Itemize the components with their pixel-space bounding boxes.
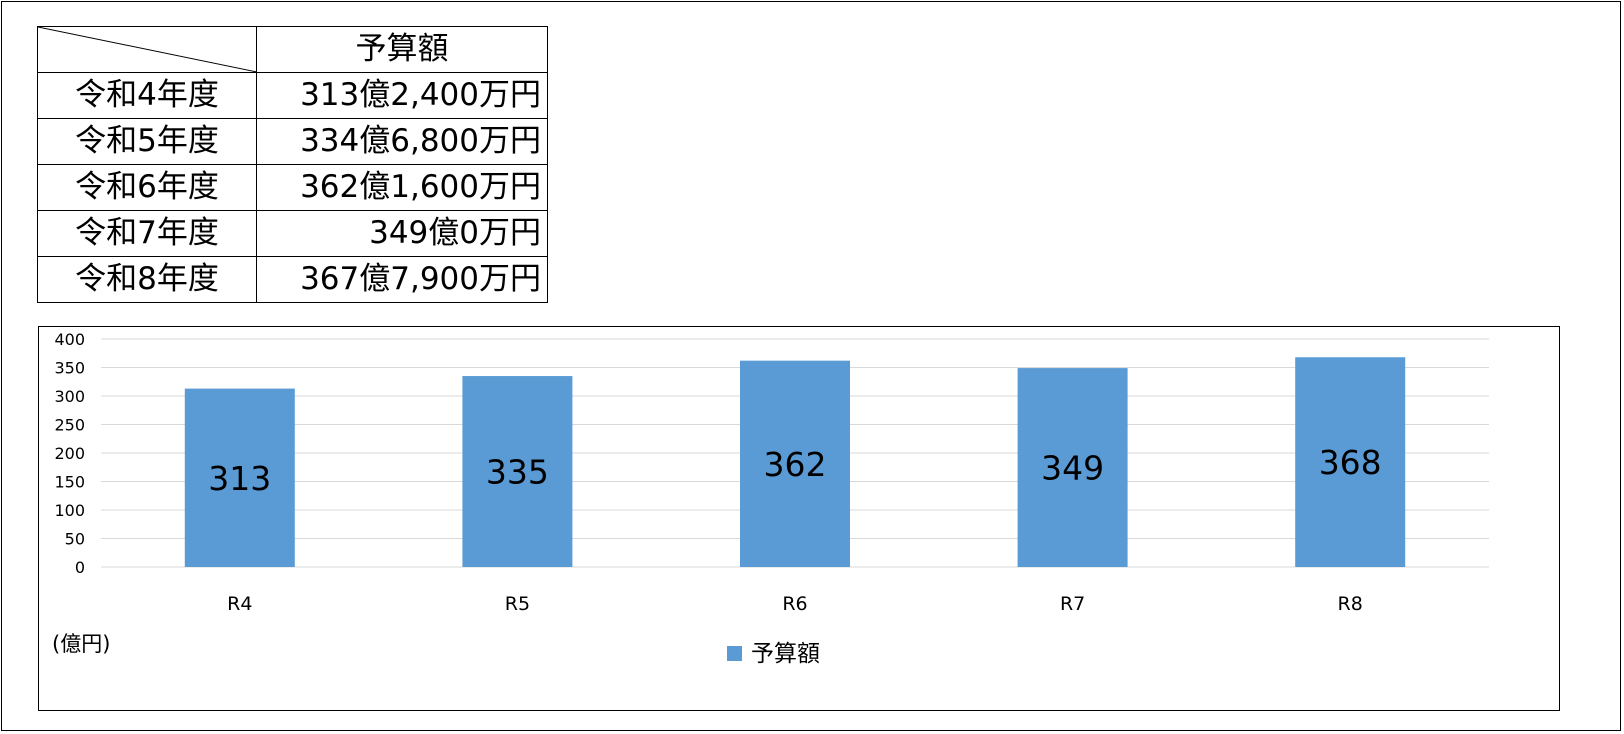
- x-tick-label: R8: [1338, 593, 1363, 615]
- table-row-year: 令和7年度: [37, 210, 257, 257]
- bar: [740, 360, 850, 567]
- corner-diagonal: [38, 27, 257, 72]
- bar: [1295, 357, 1406, 567]
- table-row-amount: 334億6,800万円: [256, 118, 548, 165]
- table-row-amount: 349億0万円: [256, 210, 548, 257]
- bar-data-label: 313: [208, 459, 271, 498]
- table-row-amount: 362億1,600万円: [256, 164, 548, 211]
- y-tick-label: 100: [54, 501, 85, 520]
- bar: [184, 388, 295, 567]
- bar-data-label: 335: [486, 453, 549, 492]
- legend-label: 予算額: [751, 641, 820, 667]
- table-row-year: 令和6年度: [37, 164, 257, 211]
- x-tick-label: R5: [505, 593, 530, 615]
- table-row-amount: 313億2,400万円: [256, 72, 548, 119]
- table-row: 令和5年度 334億6,800万円: [37, 118, 548, 165]
- budget-table: 予算額 令和4年度 313億2,400万円 令和5年度 334億6,800万円 …: [37, 26, 548, 303]
- table-row-year: 令和4年度: [37, 72, 257, 119]
- table-row: 令和6年度 362億1,600万円: [37, 164, 548, 211]
- y-tick-label: 300: [54, 387, 85, 406]
- y-tick-label: 50: [65, 530, 85, 549]
- table-row-amount: 367億7,900万円: [256, 256, 548, 303]
- table-row-year: 令和8年度: [37, 256, 257, 303]
- table-row: 令和8年度 367億7,900万円: [37, 256, 548, 303]
- budget-bar-chart: 0 50 100 150 200 250 300 350 400 313 R4 335 R5 362 R6 3…: [38, 326, 1560, 711]
- table-header-budget: 予算額: [256, 26, 548, 73]
- table-corner-cell: [37, 26, 257, 73]
- table-row: 令和4年度 313億2,400万円: [37, 72, 548, 119]
- bar-data-label: 349: [1041, 449, 1104, 488]
- table-row: 令和7年度 349億0万円: [37, 210, 548, 257]
- bar-data-label: 368: [1319, 443, 1382, 482]
- y-tick-label: 250: [54, 416, 85, 435]
- table-row-year: 令和5年度: [37, 118, 257, 165]
- bar: [1017, 368, 1128, 567]
- y-tick-label: 200: [54, 444, 85, 463]
- bar-data-label: 362: [764, 445, 827, 484]
- bar: [462, 376, 573, 567]
- y-tick-label: 400: [54, 330, 85, 349]
- chart-plot: 0 50 100 150 200 250 300 350 400 313 R4 335 R5 362 R6 3…: [52, 330, 1489, 667]
- x-tick-label: R7: [1060, 593, 1085, 615]
- legend-swatch: [727, 646, 742, 661]
- y-tick-label: 150: [54, 473, 85, 492]
- y-tick-label: 350: [54, 359, 85, 378]
- table-header-row: 予算額: [37, 26, 548, 73]
- x-tick-label: R4: [227, 593, 252, 615]
- x-tick-label: R6: [782, 593, 807, 615]
- y-unit-label: (億円): [52, 632, 110, 656]
- y-tick-label: 0: [75, 558, 85, 577]
